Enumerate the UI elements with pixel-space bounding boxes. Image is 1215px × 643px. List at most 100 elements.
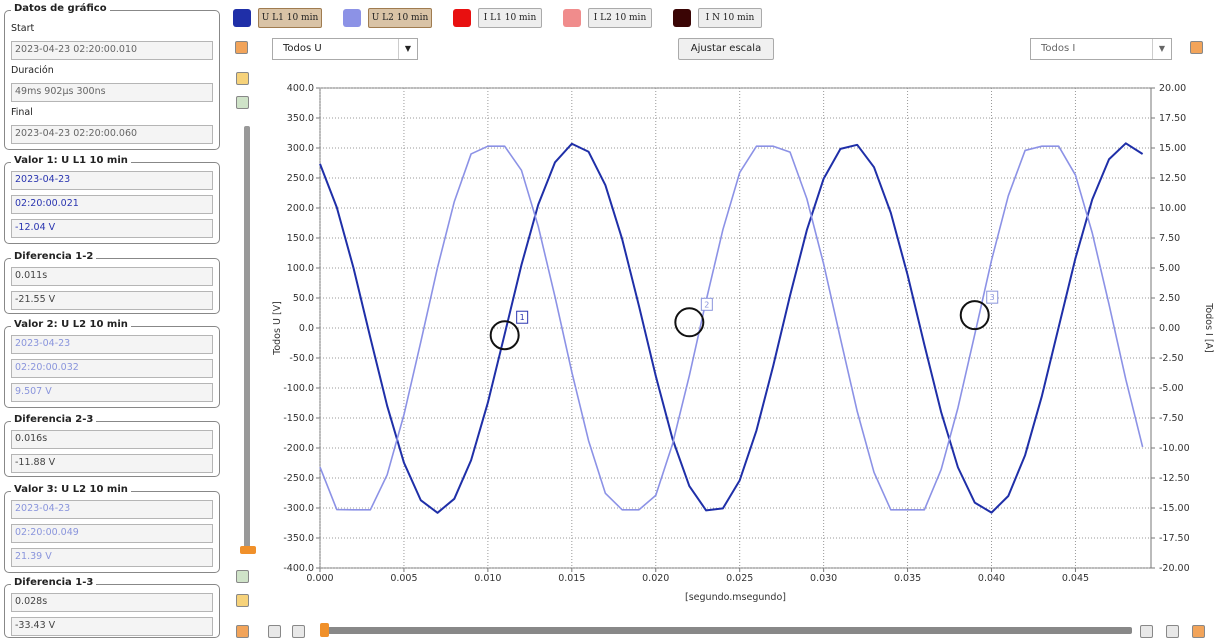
- value-group: Valor 1: U L1 10 min 2023-04-23 02:20:00.0…: [4, 155, 220, 244]
- y2-axis-label: Todos I [A]: [1203, 302, 1214, 353]
- marker-label-box: [516, 310, 529, 324]
- y-tick-label: 0.0: [299, 323, 314, 334]
- y-tick-label: 250.0: [287, 173, 314, 184]
- x-tick-label: 0.035: [894, 573, 921, 584]
- bottom-icon[interactable]: [1140, 625, 1153, 638]
- x-tick-label: 0.020: [642, 573, 669, 584]
- x-tick-label: 0.015: [558, 573, 585, 584]
- y2-tick-label: -20.00: [1159, 563, 1190, 574]
- field-value: 2023-04-23: [11, 500, 213, 519]
- x-tick-label: 0.005: [390, 573, 417, 584]
- y2-tick-label: -10.00: [1159, 443, 1190, 454]
- zoom-icon[interactable]: [236, 570, 249, 583]
- bottom-icon[interactable]: [268, 625, 281, 638]
- field-label: Duración: [11, 65, 54, 76]
- y-tick-label: 50.0: [293, 293, 314, 304]
- y2-tick-label: 12.50: [1159, 173, 1186, 184]
- field-value: 2023-04-23: [11, 335, 213, 354]
- y2-tick-label: 20.00: [1159, 83, 1186, 94]
- y2-tick-label: -17.50: [1159, 533, 1190, 544]
- field-value: 2023-04-23 02:20:00.010: [11, 41, 213, 60]
- y2-tick-label: 0.00: [1159, 323, 1180, 334]
- field-value: 2023-04-23 02:20:00.060: [11, 125, 213, 144]
- y-tick-label: -350.0: [283, 533, 314, 544]
- marker-label: 1: [520, 313, 525, 322]
- bottom-icon[interactable]: [236, 625, 249, 638]
- dropdown-arrow: ▼: [398, 39, 417, 59]
- dropdown-arrow: ▼: [1152, 39, 1171, 59]
- y2-tick-label: 15.00: [1159, 143, 1186, 154]
- legend-swatch[interactable]: [673, 9, 691, 27]
- y-tick-label: 400.0: [287, 83, 314, 94]
- edit-icon[interactable]: [236, 594, 249, 607]
- legend-button[interactable]: I N 10 min: [698, 8, 762, 28]
- y-tick-label: 200.0: [287, 203, 314, 214]
- field-value: 9.507 V: [11, 383, 213, 402]
- group-title: Diferencia 2-3: [11, 414, 97, 425]
- legend-button[interactable]: I L2 10 min: [588, 8, 652, 28]
- field-value: 0.016s: [11, 430, 213, 449]
- zoom-icon[interactable]: [236, 96, 249, 109]
- x-tick-label: 0.030: [810, 573, 837, 584]
- legend-swatch[interactable]: [453, 9, 471, 27]
- x-tick-label: 0.010: [474, 573, 501, 584]
- field-label: Final: [11, 107, 33, 118]
- field-value: 21.39 V: [11, 548, 213, 567]
- y-tick-label: -100.0: [283, 383, 314, 394]
- legend-swatch[interactable]: [343, 9, 361, 27]
- bottom-icon[interactable]: [292, 625, 305, 638]
- bottom-icon[interactable]: [1192, 625, 1205, 638]
- field-value: 02:20:00.049: [11, 524, 213, 543]
- plot-area: [319, 87, 1152, 569]
- value-group: Valor 2: U L2 10 min 2023-04-23 02:20:00.0…: [4, 319, 220, 408]
- select-text: Todos U: [283, 43, 322, 54]
- cursor-marker: [489, 320, 520, 351]
- series-line: [319, 142, 1144, 514]
- y2-tick-label: 5.00: [1159, 263, 1180, 274]
- legend-button[interactable]: U L1 10 min: [258, 8, 322, 28]
- legend-swatch[interactable]: [233, 9, 251, 27]
- u-select[interactable]: Todos U ▼: [272, 38, 418, 60]
- scale-button[interactable]: Ajustar escala: [678, 38, 774, 60]
- y2-tick-label: 17.50: [1159, 113, 1186, 124]
- y-axis-label: Todos U [V]: [272, 301, 283, 356]
- field-value: 49ms 902µs 300ns: [11, 83, 213, 102]
- group-title: Diferencia 1-2: [11, 251, 97, 262]
- bottom-icon[interactable]: [1166, 625, 1179, 638]
- group-title: Valor 2: U L2 10 min: [11, 319, 131, 330]
- edit-icon[interactable]: [236, 72, 249, 85]
- y2-tick-label: -12.50: [1159, 473, 1190, 484]
- y-tick-label: -400.0: [283, 563, 314, 574]
- field-value: 0.028s: [11, 593, 213, 612]
- cursor-marker: [959, 300, 990, 331]
- x-tick-label: 0.025: [726, 573, 753, 584]
- zoom-slider-track: [244, 126, 250, 550]
- legend-swatch[interactable]: [563, 9, 581, 27]
- group-title: Diferencia 1-3: [11, 577, 97, 588]
- i-select[interactable]: Todos I ▼: [1030, 38, 1172, 60]
- x-tick-label: 0.040: [978, 573, 1005, 584]
- field-value: 2023-04-23: [11, 171, 213, 190]
- value-group: Diferencia 2-3 0.016s -11.88 V: [4, 414, 220, 477]
- legend-button[interactable]: I L1 10 min: [478, 8, 542, 28]
- field-label: Start: [11, 23, 35, 34]
- field-value: 02:20:00.021: [11, 195, 213, 214]
- side-panel: Datos de gráfico Start 2023-04-23 02:20:00…: [0, 0, 224, 643]
- group-title: Valor 3: U L2 10 min: [11, 484, 131, 495]
- toolbar-icon[interactable]: [1190, 41, 1203, 54]
- x-tick-label: 0.000: [306, 573, 333, 584]
- field-value: 02:20:00.032: [11, 359, 213, 378]
- y-tick-label: -50.0: [289, 353, 314, 364]
- toolbar: U L1 10 min U L2 10 min I L1 10 min I L2 10…: [224, 0, 1215, 66]
- chart-info-group: Datos de gráfico Start 2023-04-23 02:20:00…: [4, 3, 220, 150]
- x-axis-label: [segundo.msegundo]: [685, 592, 786, 603]
- scroll-thumb: [320, 623, 329, 637]
- value-group: Diferencia 1-3 0.028s -33.43 V: [4, 577, 220, 638]
- y2-tick-label: -15.00: [1159, 503, 1190, 514]
- value-group: Valor 3: U L2 10 min 2023-04-23 02:20:00.0…: [4, 484, 220, 573]
- group-title: Valor 1: U L1 10 min: [11, 155, 131, 166]
- marker-label: 3: [990, 293, 995, 302]
- legend-button[interactable]: U L2 10 min: [368, 8, 432, 28]
- toolbar-icon[interactable]: [235, 41, 248, 54]
